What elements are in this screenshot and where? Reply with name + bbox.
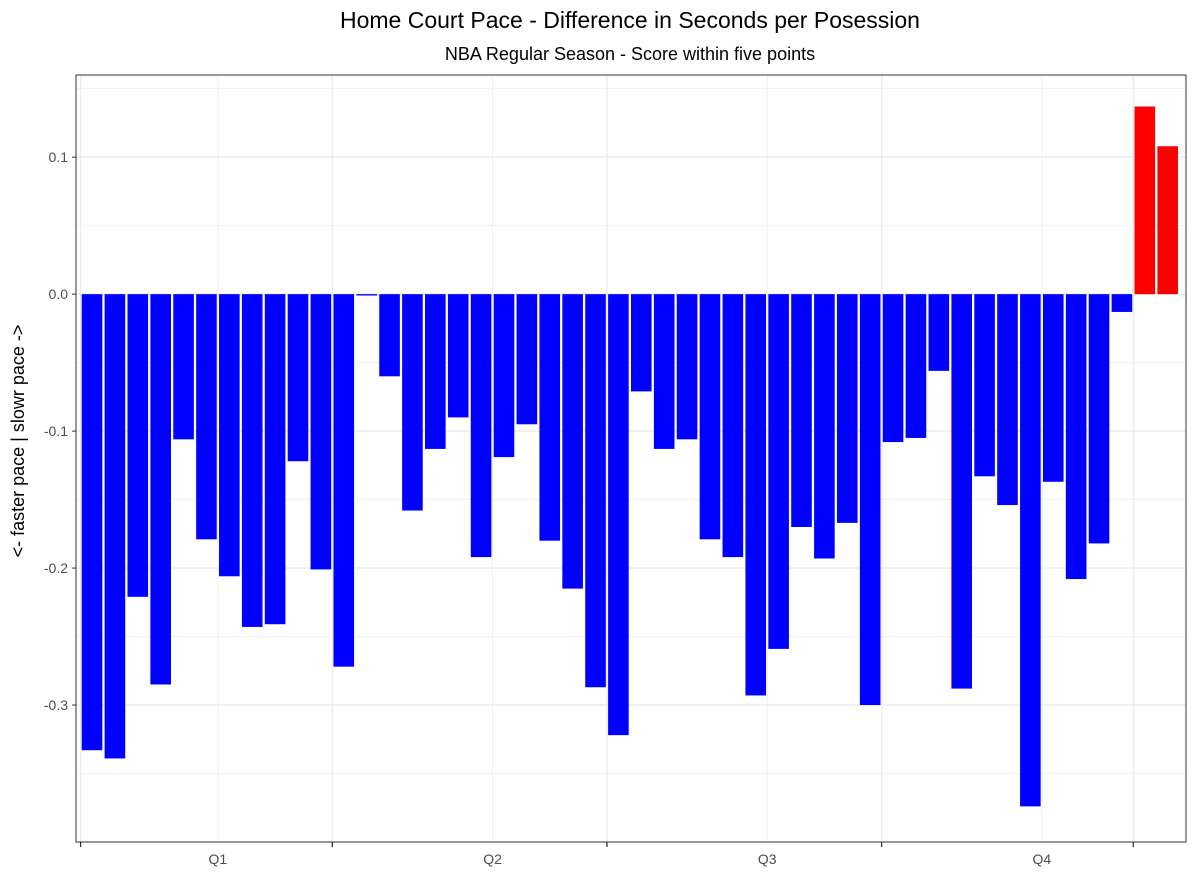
bar bbox=[127, 294, 149, 597]
bar bbox=[470, 294, 492, 558]
bar bbox=[928, 294, 950, 371]
bar bbox=[310, 294, 332, 570]
bar bbox=[425, 294, 446, 449]
y-tick-label: 0.0 bbox=[49, 286, 69, 302]
bar bbox=[264, 294, 286, 625]
bar bbox=[676, 294, 698, 440]
bar bbox=[905, 294, 927, 438]
bar bbox=[1157, 146, 1178, 295]
y-tick-label: -0.2 bbox=[44, 560, 68, 576]
bar bbox=[287, 294, 309, 462]
panel-border bbox=[75, 74, 1187, 843]
y-tick-label: 0.1 bbox=[49, 149, 69, 165]
bar bbox=[859, 294, 881, 706]
bar bbox=[493, 294, 515, 458]
bar bbox=[951, 294, 973, 689]
bar bbox=[1020, 294, 1041, 807]
bar bbox=[699, 294, 721, 540]
bar bbox=[1042, 294, 1064, 482]
bar bbox=[1088, 294, 1110, 544]
bar bbox=[539, 294, 561, 541]
bar bbox=[814, 294, 835, 559]
bar bbox=[836, 294, 858, 523]
x-axis: Q1 Q2 Q3 Q4 bbox=[79, 842, 1135, 867]
bar bbox=[173, 294, 194, 440]
bar bbox=[653, 294, 675, 449]
y-tick-label: -0.3 bbox=[44, 697, 68, 713]
bar bbox=[150, 294, 171, 685]
bar bbox=[631, 294, 652, 392]
bar bbox=[447, 294, 469, 418]
y-axis-label: <- faster pace | slowr pace -> bbox=[8, 325, 28, 558]
x-tick-label: Q2 bbox=[483, 851, 502, 867]
bar bbox=[104, 294, 126, 759]
bar bbox=[1134, 106, 1156, 295]
bar bbox=[722, 294, 744, 558]
bar bbox=[516, 294, 538, 425]
grid-lines bbox=[76, 75, 1186, 842]
x-tick-label: Q4 bbox=[1032, 851, 1051, 867]
y-tick-label: -0.1 bbox=[44, 423, 68, 439]
bar bbox=[745, 294, 767, 696]
bar bbox=[219, 294, 240, 577]
x-tick-label: Q1 bbox=[209, 851, 228, 867]
bars bbox=[81, 106, 1178, 807]
bar bbox=[333, 294, 355, 667]
bar bbox=[241, 294, 263, 627]
bar bbox=[1111, 294, 1133, 312]
bar bbox=[402, 294, 423, 511]
x-tick-label: Q3 bbox=[758, 851, 777, 867]
bar bbox=[196, 294, 217, 540]
chart-subtitle: NBA Regular Season - Score within five p… bbox=[445, 44, 815, 64]
bar bbox=[882, 294, 904, 443]
y-axis: 0.1 0.0 -0.1 -0.2 -0.3 bbox=[44, 149, 76, 713]
bar bbox=[379, 294, 400, 377]
bar bbox=[974, 294, 995, 477]
bar bbox=[997, 294, 1018, 506]
bar bbox=[768, 294, 789, 649]
bar bbox=[608, 294, 629, 736]
bar bbox=[585, 294, 606, 688]
bar bbox=[356, 294, 377, 296]
bar bbox=[562, 294, 583, 589]
bar bbox=[1065, 294, 1087, 580]
bar bbox=[81, 294, 103, 751]
chart-title: Home Court Pace - Difference in Seconds … bbox=[340, 7, 920, 33]
bar bbox=[791, 294, 812, 527]
